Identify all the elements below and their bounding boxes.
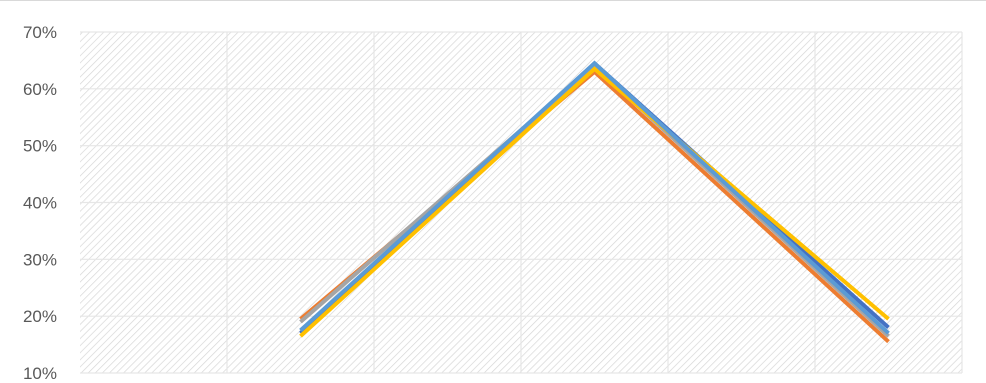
y-tick-label: 40% <box>23 194 57 213</box>
series-lines <box>299 60 890 344</box>
y-tick-label: 70% <box>23 23 57 42</box>
y-tick-label: 20% <box>23 307 57 326</box>
series-line-3 <box>299 63 890 338</box>
y-tick-label: 50% <box>23 137 57 156</box>
series-line-4 <box>299 66 890 338</box>
series-line-5 <box>299 60 890 335</box>
gridlines <box>80 31 963 374</box>
y-tick-label: 10% <box>23 364 57 383</box>
y-tick-label: 30% <box>23 250 57 269</box>
y-tick-label: 60% <box>23 80 57 99</box>
y-axis-ticks: 10% 20% 30% 40% 50% 60% 70% <box>23 23 57 383</box>
